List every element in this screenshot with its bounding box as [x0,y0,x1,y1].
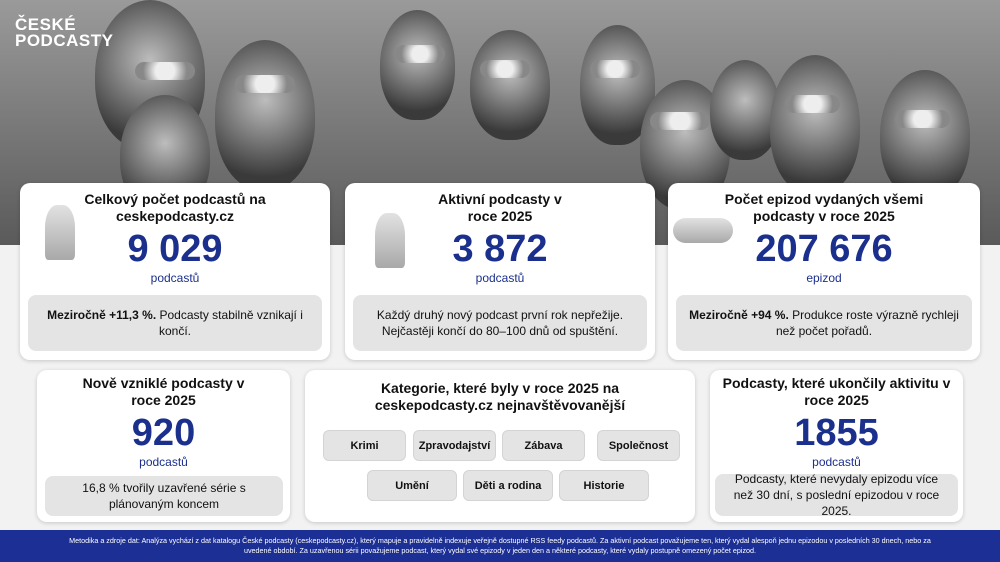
category-chip[interactable]: Krimi [323,430,406,461]
stat-value: 207 676 [755,228,893,270]
logo-line2: PODCASTY [15,31,114,50]
category-chip[interactable]: Zpravodajství [413,430,496,461]
card-note: Meziročně +94 %. Produkce roste výrazně … [676,295,972,351]
logo: ČESKÉ PODCASTY [15,15,114,50]
card-title: Počet epizod vydaných všemi podcasty v r… [724,191,924,224]
hand-image [375,213,405,268]
card-active-podcasts: Aktivní podcasty v roce 2025 3 872 podca… [345,183,655,360]
card-note: Meziročně +11,3 %. Podcasty stabilně vzn… [28,295,322,351]
stat-unit: podcastů [139,455,188,469]
card-new-podcasts: Nově vzniklé podcasty v roce 2025 920 po… [37,370,290,522]
stat-unit: epizod [806,271,842,285]
stat-unit: podcastů [812,455,861,469]
category-chip[interactable]: Společnost [597,430,680,461]
category-chip[interactable]: Umění [367,470,457,501]
note-text: Podcasty stabilně vznikají i končí. [156,308,303,338]
hand-image [45,205,75,260]
card-note: 16,8 % tvořily uzavřené série s plánovan… [45,476,283,516]
card-title: Podcasty, které ukončily aktivitu v roce… [722,375,951,408]
note-highlight: Meziročně +94 %. [689,308,789,322]
card-title: Kategorie, které byly v roce 2025 na ces… [374,380,626,413]
category-chip[interactable]: Zábava [502,430,585,461]
hand-image [673,218,733,243]
card-note: Podcasty, které nevydaly epizodu více ne… [715,472,958,518]
methodology-footer: Metodika a zdroje dat: Analýza vychází z… [0,530,1000,562]
category-chip[interactable]: Historie [559,470,649,501]
stat-value: 1855 [794,412,879,454]
card-ended-podcasts: Podcasty, které ukončily aktivitu v roce… [710,370,963,522]
category-chip[interactable]: Děti a rodina [463,470,553,501]
note-highlight: Meziročně +11,3 %. [47,308,157,322]
card-title: Celkový počet podcastů na ceskepodcasty.… [84,191,266,224]
stat-value: 920 [131,412,196,454]
card-episodes: Počet epizod vydaných všemi podcasty v r… [668,183,980,360]
card-total-podcasts: Celkový počet podcastů na ceskepodcasty.… [20,183,330,360]
note-text: Produkce roste výrazně rychleji než poče… [775,308,959,338]
card-title: Aktivní podcasty v roce 2025 [438,191,562,224]
card-categories: Kategorie, které byly v roce 2025 na ces… [305,370,695,522]
logo-line1: ČESKÉ [15,15,77,34]
stat-unit: podcastů [475,271,525,285]
stat-unit: podcastů [150,271,200,285]
stat-value: 3 872 [452,228,548,270]
card-note: Každý druhý nový podcast první rok nepře… [353,295,647,351]
stat-value: 9 029 [127,228,223,270]
card-title: Nově vzniklé podcasty v roce 2025 [82,375,245,408]
